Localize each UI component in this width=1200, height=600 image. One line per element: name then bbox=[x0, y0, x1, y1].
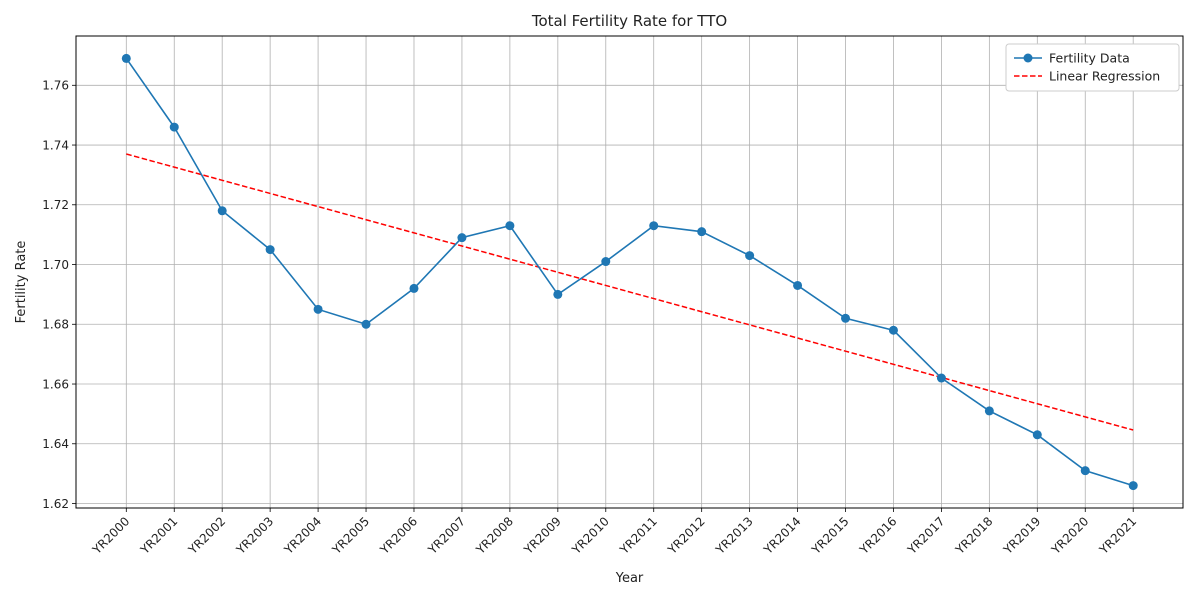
fertility-point bbox=[409, 283, 419, 293]
x-axis-label: Year bbox=[615, 571, 644, 586]
y-tick-label: 1.66 bbox=[42, 377, 69, 391]
fertility-line bbox=[125, 57, 1134, 487]
legend-regression-label: Linear Regression bbox=[1049, 69, 1160, 84]
legend: Fertility Data Linear Regression bbox=[1005, 43, 1180, 92]
y-tick-label: 1.64 bbox=[42, 437, 69, 451]
y-axis-label: Fertility Rate bbox=[14, 241, 29, 324]
fertility-point bbox=[697, 227, 707, 237]
y-tick-label: 1.70 bbox=[42, 258, 69, 272]
grid-layer bbox=[76, 36, 1183, 508]
y-tick-label: 1.74 bbox=[42, 138, 69, 152]
fertility-point bbox=[649, 221, 659, 231]
fertility-point bbox=[313, 304, 323, 314]
chart-title: Total Fertility Rate for TTO bbox=[531, 12, 727, 30]
fertility-point bbox=[1080, 466, 1090, 476]
fertility-point bbox=[169, 122, 179, 132]
legend-box bbox=[1005, 43, 1180, 92]
series-layer bbox=[121, 53, 1138, 491]
fertility-point bbox=[121, 53, 131, 63]
fertility-point bbox=[217, 206, 227, 216]
fertility-point bbox=[505, 221, 515, 231]
fertility-point bbox=[601, 257, 611, 267]
fertility-point bbox=[457, 233, 467, 243]
fertility-point bbox=[936, 373, 946, 383]
y-tick-label: 1.62 bbox=[42, 497, 69, 511]
fertility-point bbox=[841, 313, 851, 323]
regression-line bbox=[126, 153, 1134, 431]
fertility-point bbox=[265, 245, 275, 255]
y-tick-label: 1.76 bbox=[42, 79, 69, 93]
fertility-point bbox=[888, 325, 898, 335]
fertility-point bbox=[793, 280, 803, 290]
fertility-point bbox=[553, 289, 563, 299]
legend-fertility-label: Fertility Data bbox=[1049, 51, 1130, 66]
y-tick-label: 1.72 bbox=[42, 198, 69, 212]
fertility-point bbox=[745, 251, 755, 261]
fertility-point bbox=[1128, 481, 1138, 491]
plot-frame bbox=[75, 35, 1184, 509]
fertility-point bbox=[984, 406, 994, 416]
y-tick-label: 1.68 bbox=[42, 318, 69, 332]
fertility-point bbox=[361, 319, 371, 329]
fertility-point bbox=[1032, 430, 1042, 440]
legend-fertility-marker bbox=[1023, 53, 1033, 63]
